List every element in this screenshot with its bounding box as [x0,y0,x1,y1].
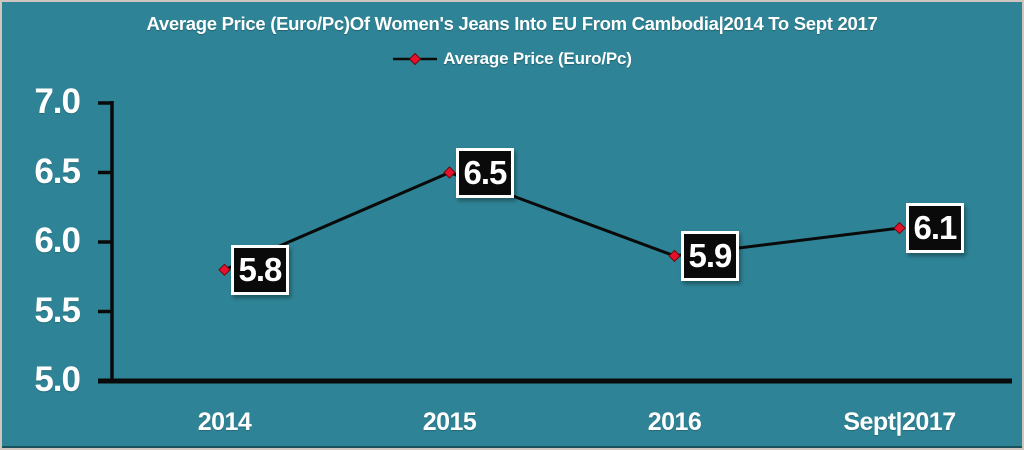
y-axis-tick-label: 6.0 [34,221,81,261]
y-axis-tick-label: 6.5 [34,151,81,191]
legend-line-diamond-icon [393,52,438,66]
x-axis-category-label: 2014 [197,408,252,436]
y-axis-tick-label: 5.0 [34,360,81,400]
data-point-marker[interactable] [443,166,456,179]
y-axis-tick-label: 5.5 [34,290,81,330]
x-axis-category-label: Sept|2017 [843,408,956,436]
data-point-marker[interactable] [893,221,906,235]
series-line [223,170,900,272]
y-axis-tick-label: 7.0 [34,82,81,122]
legend-label: Average Price (Euro/Pc) [443,49,632,68]
data-label: 6.1 [905,203,965,254]
data-label: 5.8 [230,244,290,295]
data-point-marker[interactable] [218,263,231,277]
x-axis-category-label: 2016 [647,408,702,436]
data-label: 6.5 [455,147,515,198]
data-label: 5.9 [680,230,740,281]
data-point-marker[interactable] [668,249,681,263]
legend[interactable]: Average Price (Euro/Pc) [2,49,1022,69]
chart-title: Average Price (Euro/Pc)Of Women's Jeans … [146,13,878,34]
x-axis-category-label: 2015 [422,408,477,436]
